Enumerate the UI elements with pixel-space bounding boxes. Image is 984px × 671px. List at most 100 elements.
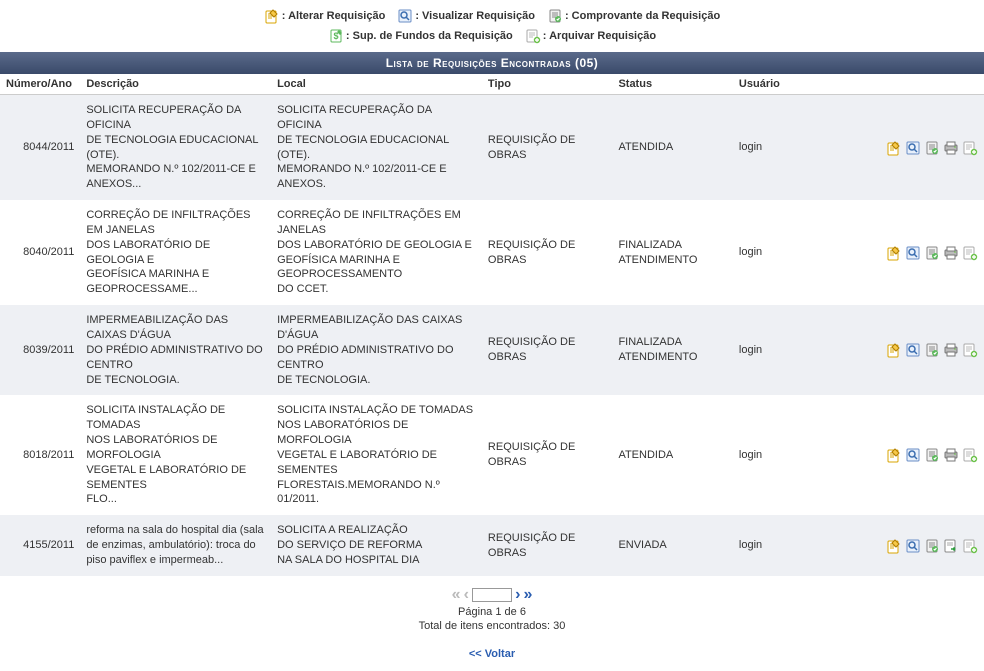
col-header-numero: Número/Ano (0, 74, 80, 95)
col-header-actions (833, 74, 984, 95)
table-row: 8044/2011SOLICITA RECUPERAÇÃO DA OFICINA… (0, 95, 984, 201)
cell-local: SOLICITA A REALIZAÇÃODO SERVIÇO DE REFOR… (271, 515, 482, 576)
view-icon[interactable] (905, 245, 921, 261)
edit-icon[interactable] (886, 538, 902, 554)
cell-descricao: SOLICITA INSTALAÇÃO DE TOMADASNOS LABORA… (80, 395, 271, 515)
legend-item: : Comprovante da Requisição (547, 8, 720, 24)
col-header-usuario: Usuário (733, 74, 833, 95)
cell-usuario: login (733, 95, 833, 201)
pager-first-icon[interactable]: « (452, 586, 461, 604)
printer-icon[interactable] (943, 245, 959, 261)
pager-controls: « ‹ › » (0, 586, 984, 604)
edit-icon[interactable] (886, 140, 902, 156)
legend-item: : Visualizar Requisição (397, 8, 535, 24)
cell-local: SOLICITA RECUPERAÇÃO DA OFICINADE TECNOL… (271, 95, 482, 201)
table-row: 8018/2011SOLICITA INSTALAÇÃO DE TOMADASN… (0, 395, 984, 515)
cell-status: ENVIADA (612, 515, 732, 576)
cell-tipo: REQUISIÇÃO DE OBRAS (482, 515, 613, 576)
receipt-icon[interactable] (924, 447, 940, 463)
receipt-icon[interactable] (924, 538, 940, 554)
legend-item: $: Sup. de Fundos da Requisição (328, 28, 513, 44)
cell-numero: 8040/2011 (0, 200, 80, 305)
cell-descricao: CORREÇÃO DE INFILTRAÇÕES EM JANELASDOS L… (80, 200, 271, 305)
pager-page-input[interactable] (472, 588, 512, 602)
cell-actions (833, 305, 984, 395)
view-icon[interactable] (905, 538, 921, 554)
cell-usuario: login (733, 200, 833, 305)
view-icon[interactable] (905, 140, 921, 156)
receipt-icon[interactable] (924, 245, 940, 261)
cell-tipo: REQUISIÇÃO DE OBRAS (482, 95, 613, 201)
edit-icon[interactable] (886, 245, 902, 261)
view-icon[interactable] (905, 342, 921, 358)
pager-total-text: Total de itens encontrados: 30 (0, 620, 984, 632)
edit-icon[interactable] (886, 342, 902, 358)
cell-status: ATENDIDA (612, 395, 732, 515)
cell-usuario: login (733, 395, 833, 515)
archive-icon[interactable] (962, 342, 978, 358)
pager-last-icon[interactable]: » (523, 586, 532, 604)
col-header-status: Status (612, 74, 732, 95)
cell-tipo: REQUISIÇÃO DE OBRAS (482, 395, 613, 515)
printer-icon[interactable] (943, 140, 959, 156)
cell-local: IMPERMEABILIZAÇÃO DAS CAIXAS D'ÁGUADO PR… (271, 305, 482, 395)
pager-next-icon[interactable]: › (515, 586, 520, 604)
cell-descricao: IMPERMEABILIZAÇÃO DAS CAIXAS D'ÁGUADO PR… (80, 305, 271, 395)
pager-page-text: Página 1 de 6 (0, 606, 984, 618)
back-link[interactable]: << Voltar (469, 648, 515, 660)
table-row: 8040/2011CORREÇÃO DE INFILTRAÇÕES EM JAN… (0, 200, 984, 305)
cell-status: FINALIZADA ATENDIMENTO (612, 305, 732, 395)
cell-numero: 4155/2011 (0, 515, 80, 576)
edit-icon[interactable] (886, 447, 902, 463)
printer-icon[interactable] (943, 447, 959, 463)
archive-icon (525, 28, 541, 44)
legend-row-2: $: Sup. de Fundos da Requisição : Arquiva… (0, 26, 984, 46)
cell-actions (833, 95, 984, 201)
send-icon[interactable] (943, 538, 959, 554)
archive-icon[interactable] (962, 245, 978, 261)
printer-icon[interactable] (943, 342, 959, 358)
legend-label: : Visualizar Requisição (415, 10, 535, 22)
legend-item: : Arquivar Requisição (525, 28, 656, 44)
cell-actions (833, 395, 984, 515)
funds-icon: $ (328, 28, 344, 44)
cell-local: CORREÇÃO DE INFILTRAÇÕES EM JANELASDOS L… (271, 200, 482, 305)
cell-status: ATENDIDA (612, 95, 732, 201)
edit-icon (264, 8, 280, 24)
cell-numero: 8039/2011 (0, 305, 80, 395)
archive-icon[interactable] (962, 140, 978, 156)
cell-actions (833, 515, 984, 576)
legend-label: : Comprovante da Requisição (565, 10, 720, 22)
back-link-container: << Voltar (0, 648, 984, 660)
col-header-tipo: Tipo (482, 74, 613, 95)
legend-row-1: : Alterar Requisição : Visualizar Requisi… (0, 6, 984, 26)
cell-actions (833, 200, 984, 305)
legend-item: : Alterar Requisição (264, 8, 386, 24)
cell-descricao: SOLICITA RECUPERAÇÃO DA OFICINADE TECNOL… (80, 95, 271, 201)
legend-toolbar: : Alterar Requisição : Visualizar Requisi… (0, 0, 984, 52)
cell-local: SOLICITA INSTALAÇÃO DE TOMADASNOS LABORA… (271, 395, 482, 515)
list-header-bar: Lista de Requisições Encontradas (05) (0, 52, 984, 74)
legend-label: : Arquivar Requisição (543, 30, 656, 42)
archive-icon[interactable] (962, 447, 978, 463)
receipt-icon[interactable] (924, 342, 940, 358)
col-header-descricao: Descrição (80, 74, 271, 95)
view-icon[interactable] (905, 447, 921, 463)
cell-usuario: login (733, 305, 833, 395)
pager-prev-icon[interactable]: ‹ (464, 586, 469, 604)
table-row: 4155/2011reforma na sala do hospital dia… (0, 515, 984, 576)
cell-numero: 8018/2011 (0, 395, 80, 515)
cell-usuario: login (733, 515, 833, 576)
cell-tipo: REQUISIÇÃO DE OBRAS (482, 200, 613, 305)
cell-numero: 8044/2011 (0, 95, 80, 201)
legend-label: : Alterar Requisição (282, 10, 386, 22)
cell-descricao: reforma na sala do hospital dia (sala de… (80, 515, 271, 576)
view-icon (397, 8, 413, 24)
requisitions-table: Número/Ano Descrição Local Tipo Status U… (0, 74, 984, 576)
receipt-icon (547, 8, 563, 24)
pager: « ‹ › » Página 1 de 6 Total de itens enc… (0, 576, 984, 636)
archive-icon[interactable] (962, 538, 978, 554)
col-header-local: Local (271, 74, 482, 95)
receipt-icon[interactable] (924, 140, 940, 156)
legend-label: : Sup. de Fundos da Requisição (346, 30, 513, 42)
